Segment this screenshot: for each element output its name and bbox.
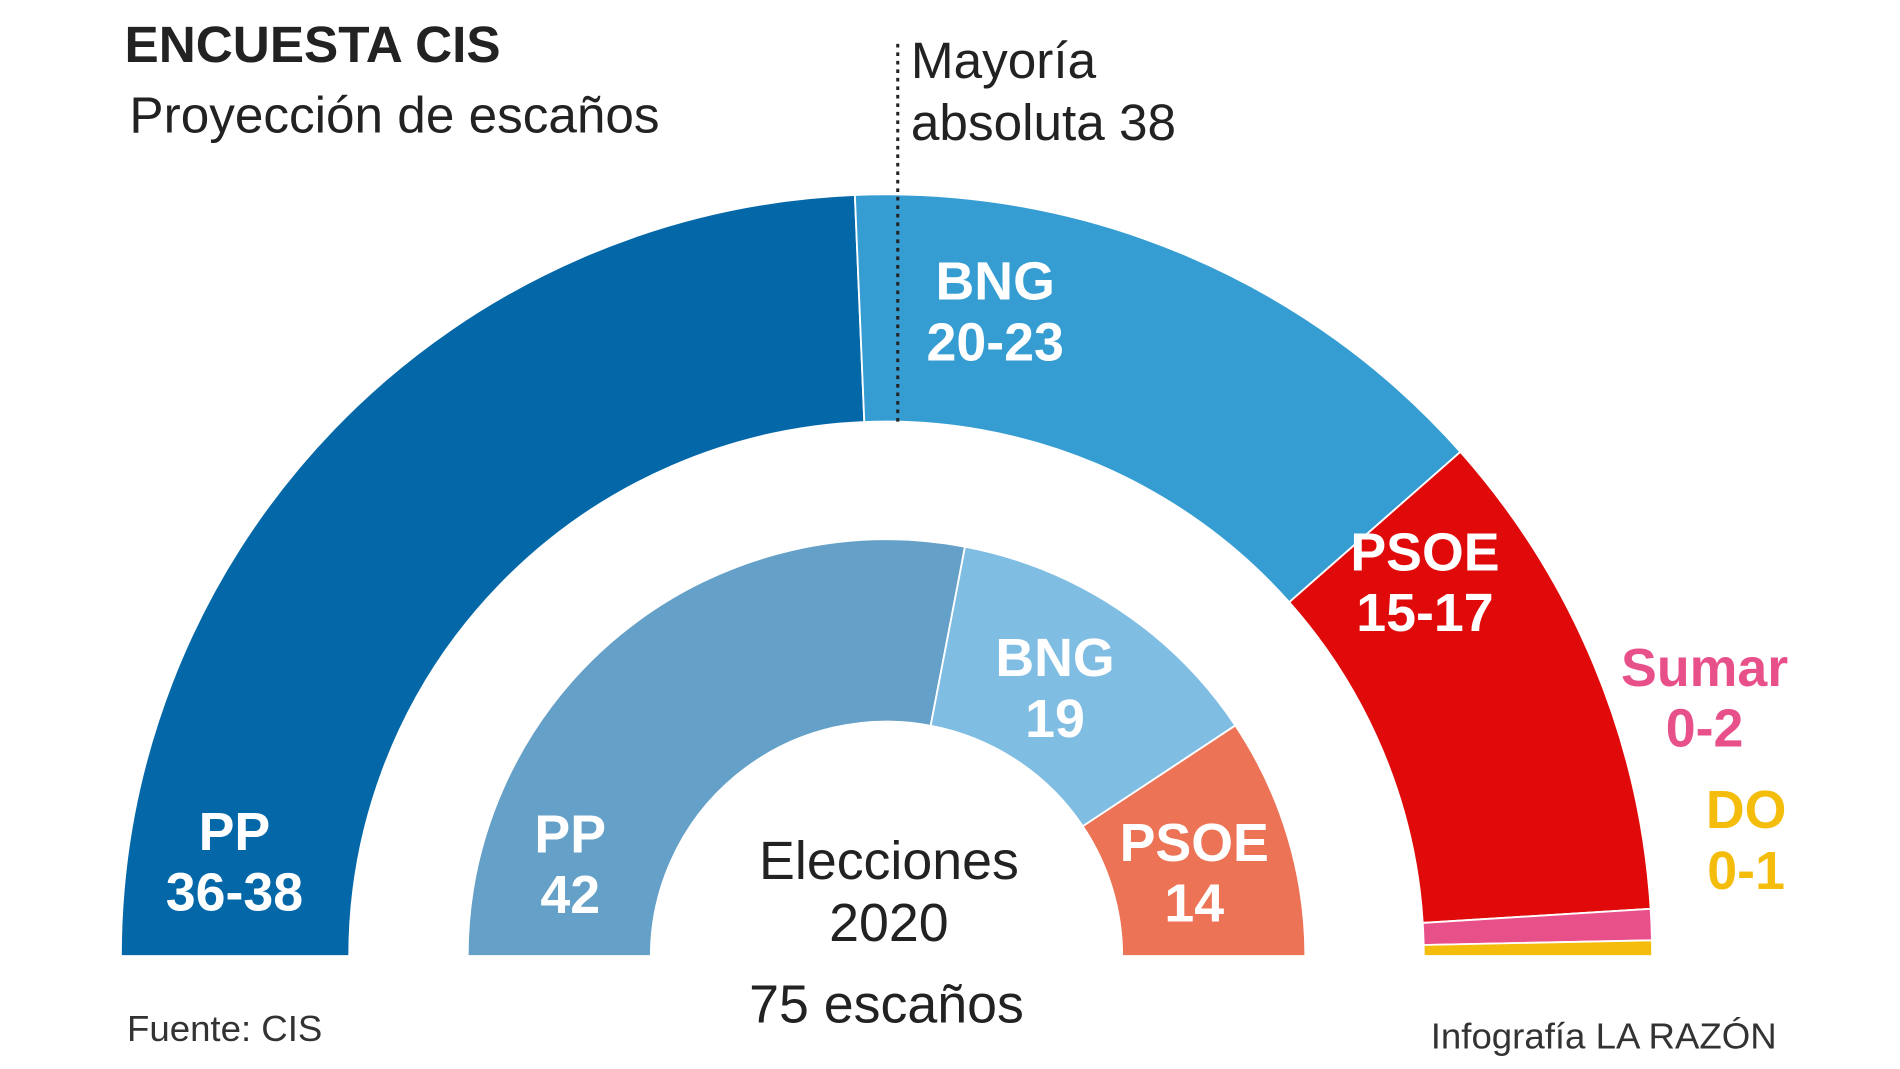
outer-segment: [1422, 939, 1654, 957]
source: Fuente: CIS: [127, 1008, 322, 1049]
party-name: PSOE: [1350, 523, 1499, 583]
seat-value: 19: [1025, 689, 1085, 749]
chart-subtitle: Proyección de escaños: [129, 87, 659, 144]
inner-title: Elecciones: [759, 831, 1019, 891]
seat-range: 0-1: [1707, 841, 1785, 901]
party-name: PSOE: [1120, 813, 1269, 873]
party-name: BNG: [935, 252, 1054, 312]
party-name: Sumar: [1621, 638, 1788, 698]
seat-range: 15-17: [1356, 583, 1493, 643]
party-name: PP: [199, 802, 271, 862]
inner-title: 2020: [829, 893, 949, 953]
party-name: DO: [1706, 780, 1787, 840]
inner-segment: [466, 538, 967, 957]
seat-range: 0-2: [1666, 699, 1744, 759]
seat-value: 14: [1164, 874, 1224, 934]
party-name: BNG: [995, 628, 1114, 688]
inner-segment: [929, 545, 1237, 828]
outer-segment: [119, 194, 866, 957]
chart-title: ENCUESTA CIS: [125, 16, 501, 73]
seat-value: 42: [540, 865, 600, 925]
seat-range: 36-38: [166, 863, 303, 923]
rings: [119, 193, 1654, 957]
seat-range: 20-23: [926, 312, 1063, 372]
credit: Infografía LA RAZÓN: [1431, 1015, 1777, 1056]
majority-label: absoluta 38: [911, 94, 1176, 151]
outer-segment: [853, 193, 1462, 604]
inner-segment: [1081, 724, 1307, 957]
total-label: 75 escaños: [749, 975, 1024, 1035]
party-name: PP: [534, 804, 606, 864]
majority-label: Mayoría: [911, 32, 1097, 89]
